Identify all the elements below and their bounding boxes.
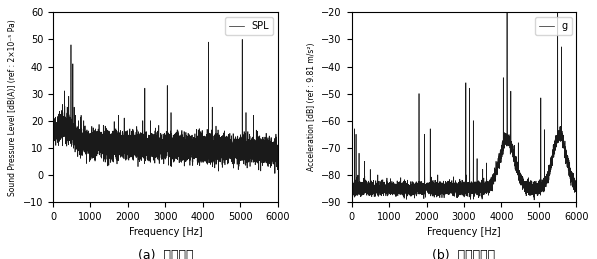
SPL	[150, 142, 158, 145]
Y-axis label: Sound Pressure Level [dB(A)] (ref : 2×10⁻⁵ Pa): Sound Pressure Level [dB(A)] (ref : 2×10…	[8, 19, 17, 196]
SPL	[134, 147, 141, 150]
g	[503, 11, 510, 14]
g	[400, 185, 407, 188]
Text: (a)  음압레벨: (a) 음압레벨	[138, 249, 193, 259]
g	[433, 185, 440, 189]
g	[571, 188, 578, 191]
X-axis label: Frequency [Hz]: Frequency [Hz]	[427, 227, 501, 237]
SPL	[274, 148, 281, 151]
Text: (b)  진동가속도: (b) 진동가속도	[432, 249, 496, 259]
SPL	[101, 161, 109, 164]
g	[402, 189, 410, 192]
SPL	[273, 155, 280, 158]
SPL	[50, 122, 57, 125]
g	[348, 188, 355, 191]
Line: SPL: SPL	[53, 39, 278, 174]
g	[531, 198, 538, 202]
SPL	[103, 141, 110, 144]
g	[573, 180, 580, 183]
Legend: SPL: SPL	[225, 17, 273, 35]
X-axis label: Frequency [Hz]: Frequency [Hz]	[128, 227, 202, 237]
SPL	[104, 134, 111, 137]
Line: g: g	[352, 12, 577, 200]
SPL	[239, 38, 246, 41]
Legend: g: g	[536, 17, 571, 35]
SPL	[271, 172, 278, 175]
Y-axis label: Acceleration [dB] (ref : 9.81 m/s²): Acceleration [dB] (ref : 9.81 m/s²)	[307, 43, 316, 171]
g	[449, 186, 456, 189]
g	[401, 181, 408, 184]
